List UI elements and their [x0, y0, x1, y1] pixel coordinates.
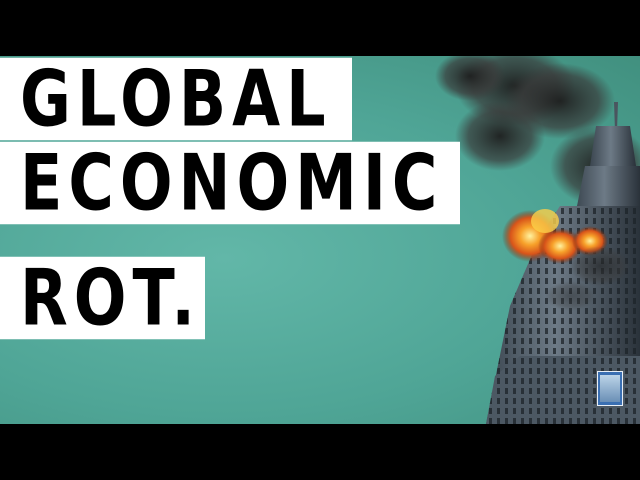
headline-line-1-text: GLOBAL [20, 56, 332, 144]
thumbnail-scene: GLOBAL ECONOMIC ROT. [0, 56, 640, 424]
headline-line-1: GLOBAL [0, 56, 352, 144]
book-cover-image [600, 375, 620, 402]
letterbox-bottom [0, 424, 640, 480]
headline-line-3-text: ROT. [20, 251, 201, 343]
skyscraper-on-fire-icon [435, 56, 640, 424]
headline-line-2: ECONOMIC [0, 136, 460, 228]
headline-line-2-text: ECONOMIC [20, 136, 444, 228]
letterbox-top [0, 0, 640, 56]
headline-line-3: ROT. [0, 251, 205, 343]
book-cover-icon [597, 371, 623, 406]
